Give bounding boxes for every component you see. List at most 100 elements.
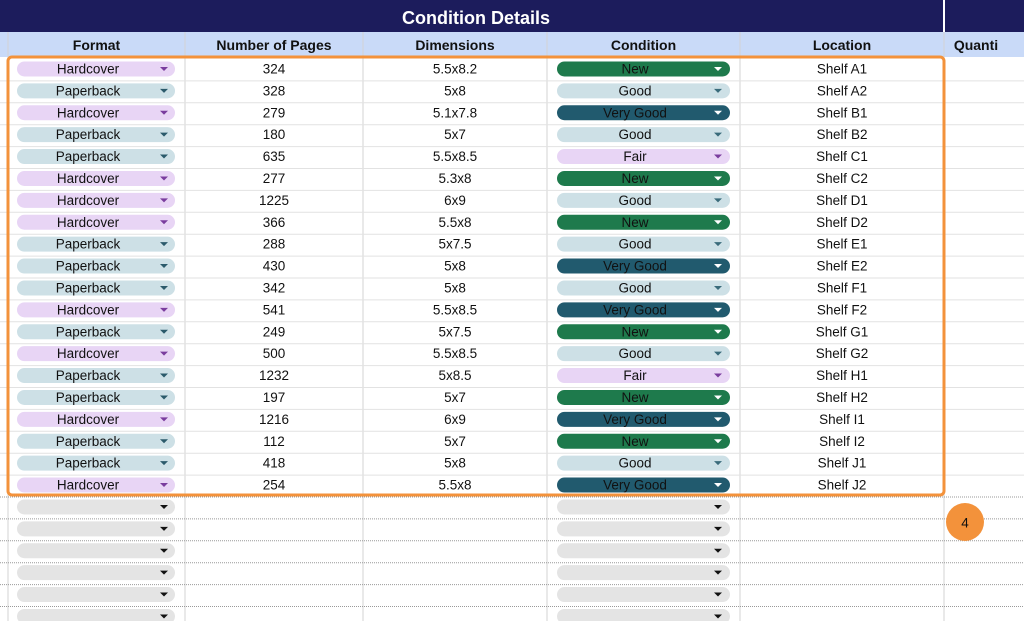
pages-value: 277 bbox=[263, 171, 286, 186]
dropdown-arrow bbox=[714, 329, 722, 334]
format-value: Paperback bbox=[56, 324, 121, 339]
dropdown-arrow bbox=[160, 110, 168, 115]
format-dropdown[interactable] bbox=[17, 258, 175, 274]
dropdown-arrow bbox=[714, 417, 722, 422]
format-dropdown[interactable] bbox=[17, 149, 175, 165]
format-dropdown[interactable] bbox=[17, 389, 175, 405]
condition-value: New bbox=[621, 61, 648, 76]
column-header: Number of Pages bbox=[216, 37, 331, 53]
format-dropdown[interactable] bbox=[17, 83, 175, 99]
condition-dropdown[interactable] bbox=[557, 236, 730, 252]
condition-dropdown[interactable] bbox=[557, 543, 730, 559]
dropdown-arrow bbox=[714, 110, 722, 115]
dimensions-value: 5x7 bbox=[444, 127, 466, 142]
dropdown-arrow bbox=[160, 329, 168, 334]
format-value: Paperback bbox=[56, 434, 121, 449]
condition-dropdown[interactable] bbox=[557, 565, 730, 581]
format-dropdown[interactable] bbox=[17, 346, 175, 362]
dropdown-arrow bbox=[160, 242, 168, 247]
condition-value: Very Good bbox=[603, 412, 667, 427]
format-dropdown[interactable] bbox=[17, 61, 175, 77]
dropdown-arrow bbox=[160, 154, 168, 159]
column-header: Dimensions bbox=[415, 37, 495, 53]
callout-badge bbox=[946, 503, 984, 541]
dropdown-arrow bbox=[160, 264, 168, 269]
condition-dropdown[interactable] bbox=[557, 346, 730, 362]
location-value: Shelf A2 bbox=[817, 83, 867, 98]
dimensions-value: 5.5x8.5 bbox=[433, 302, 477, 317]
condition-dropdown[interactable] bbox=[557, 61, 730, 77]
condition-dropdown[interactable] bbox=[557, 521, 730, 537]
condition-dropdown[interactable] bbox=[557, 455, 730, 471]
format-dropdown[interactable] bbox=[17, 170, 175, 186]
condition-dropdown[interactable] bbox=[557, 127, 730, 143]
format-dropdown[interactable] bbox=[17, 302, 175, 318]
dropdown-arrow bbox=[160, 132, 168, 137]
format-dropdown[interactable] bbox=[17, 543, 175, 559]
format-value: Hardcover bbox=[57, 478, 120, 493]
condition-dropdown[interactable] bbox=[557, 83, 730, 99]
pages-value: 430 bbox=[263, 259, 286, 274]
format-dropdown[interactable] bbox=[17, 587, 175, 603]
condition-dropdown[interactable] bbox=[557, 149, 730, 165]
condition-dropdown[interactable] bbox=[557, 433, 730, 449]
format-dropdown[interactable] bbox=[17, 499, 175, 515]
condition-dropdown[interactable] bbox=[557, 192, 730, 208]
dimensions-value: 5x8 bbox=[444, 456, 466, 471]
format-value: Paperback bbox=[56, 149, 121, 164]
format-dropdown[interactable] bbox=[17, 455, 175, 471]
dimensions-value: 5.5x8.2 bbox=[433, 61, 477, 76]
condition-dropdown[interactable] bbox=[557, 105, 730, 121]
condition-dropdown[interactable] bbox=[557, 411, 730, 427]
dropdown-arrow bbox=[714, 198, 722, 203]
column-header: Location bbox=[813, 37, 871, 53]
condition-dropdown[interactable] bbox=[557, 608, 730, 621]
condition-dropdown[interactable] bbox=[557, 214, 730, 230]
dimensions-value: 6x9 bbox=[444, 412, 466, 427]
format-dropdown[interactable] bbox=[17, 324, 175, 340]
format-dropdown[interactable] bbox=[17, 565, 175, 581]
format-dropdown[interactable] bbox=[17, 127, 175, 143]
condition-dropdown[interactable] bbox=[557, 587, 730, 603]
highlight-box bbox=[6, 55, 946, 497]
condition-dropdown[interactable] bbox=[557, 499, 730, 515]
dropdown-arrow bbox=[714, 285, 722, 290]
pages-value: 1225 bbox=[259, 193, 289, 208]
condition-dropdown[interactable] bbox=[557, 258, 730, 274]
condition-value: Very Good bbox=[603, 302, 667, 317]
condition-value: New bbox=[621, 390, 648, 405]
dropdown-arrow bbox=[160, 548, 168, 553]
format-dropdown[interactable] bbox=[17, 368, 175, 384]
dropdown-arrow bbox=[160, 483, 168, 488]
condition-dropdown[interactable] bbox=[557, 368, 730, 384]
format-dropdown[interactable] bbox=[17, 236, 175, 252]
format-dropdown[interactable] bbox=[17, 280, 175, 296]
dropdown-arrow bbox=[160, 439, 168, 444]
dropdown-arrow bbox=[714, 220, 722, 225]
format-dropdown[interactable] bbox=[17, 214, 175, 230]
pages-value: 366 bbox=[263, 215, 286, 230]
condition-dropdown[interactable] bbox=[557, 170, 730, 186]
format-dropdown[interactable] bbox=[17, 192, 175, 208]
format-dropdown[interactable] bbox=[17, 477, 175, 493]
format-dropdown[interactable] bbox=[17, 411, 175, 427]
dimensions-value: 5.5x8 bbox=[438, 478, 471, 493]
format-dropdown[interactable] bbox=[17, 433, 175, 449]
condition-dropdown[interactable] bbox=[557, 389, 730, 405]
condition-value: Good bbox=[618, 346, 651, 361]
dropdown-arrow bbox=[714, 570, 722, 575]
condition-value: New bbox=[621, 171, 648, 186]
format-dropdown[interactable] bbox=[17, 521, 175, 537]
dropdown-arrow bbox=[714, 439, 722, 444]
condition-dropdown[interactable] bbox=[557, 302, 730, 318]
condition-dropdown[interactable] bbox=[557, 324, 730, 340]
location-value: Shelf E2 bbox=[816, 259, 867, 274]
format-dropdown[interactable] bbox=[17, 105, 175, 121]
format-dropdown[interactable] bbox=[17, 608, 175, 621]
condition-value: Very Good bbox=[603, 105, 667, 120]
format-value: Hardcover bbox=[57, 412, 120, 427]
condition-dropdown[interactable] bbox=[557, 280, 730, 296]
condition-dropdown[interactable] bbox=[557, 477, 730, 493]
condition-value: Good bbox=[618, 237, 651, 252]
format-value: Hardcover bbox=[57, 346, 120, 361]
